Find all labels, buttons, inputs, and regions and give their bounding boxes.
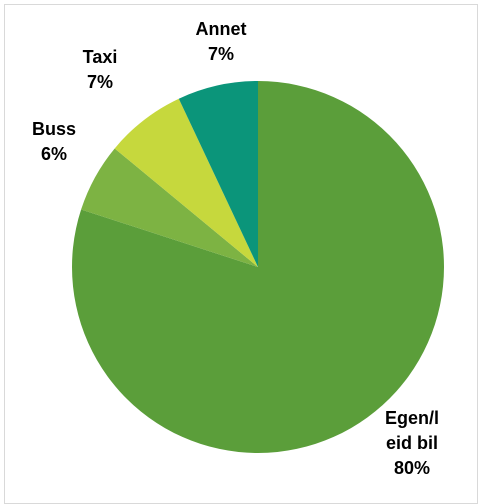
slice-label-buss: Buss 6% [32,117,76,167]
slice-value-buss: 6% [40,144,68,164]
slice-category-annet: Annet [195,19,247,39]
pie-slice-annet [178,81,258,267]
pie-slice-taxi [114,98,258,267]
slice-label-taxi: Taxi 7% [83,45,118,95]
slice-value-taxi: 7% [86,72,113,92]
slice-value-annet: 7% [207,44,234,64]
slice-category-taxi: Taxi [82,47,118,67]
pie-slice-buss [81,148,258,267]
slice-label-egen-leid-bil: Egen/l eid bil 80% [385,406,439,481]
slice-category-egen-leid-bil: Egen/l [384,408,440,428]
slice-category-buss: Buss [31,119,77,139]
slice-value-egen-leid-bil: 80% [393,458,431,478]
slice-category-egen-leid-bil-line2: eid bil [385,433,439,453]
slice-label-annet: Annet 7% [196,17,247,67]
